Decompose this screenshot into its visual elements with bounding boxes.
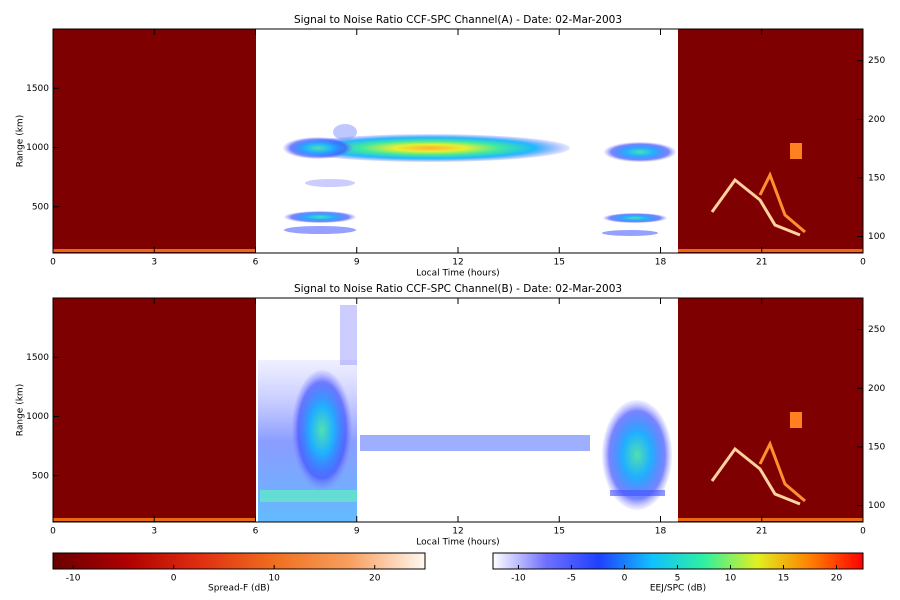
panel-a-image <box>53 29 863 253</box>
x-tick-label: 18 <box>655 258 667 268</box>
x-tick-label: 0 <box>50 258 56 268</box>
x-tick-label: 0 <box>50 527 56 537</box>
y2-tick-label: 150 <box>868 173 885 183</box>
x-tick-label: 0 <box>860 258 866 268</box>
y2-tick-label: 250 <box>868 325 885 335</box>
y-tick-label: 1000 <box>26 143 49 153</box>
colorbar-tick-label: 20 <box>369 574 381 584</box>
colorbar-tick-label: 5 <box>675 574 681 584</box>
x-tick-label: 6 <box>253 258 259 268</box>
x-tick-label: 21 <box>756 527 767 537</box>
y2-tick-label: 250 <box>868 56 885 66</box>
colorbar-tick-label: -5 <box>567 574 576 584</box>
colorbar-tick-label: 0 <box>171 574 177 584</box>
colorbar <box>492 552 864 570</box>
x-tick-label: 15 <box>554 527 565 537</box>
x-tick-label: 15 <box>554 258 565 268</box>
y-axis-label: Range (km) <box>16 115 26 167</box>
colorbar-tick-label: 20 <box>831 574 843 584</box>
y2-tick-label: 100 <box>868 501 885 511</box>
y2-tick-label: 150 <box>868 442 885 452</box>
panel-b-image <box>53 298 863 522</box>
x-tick-label: 0 <box>860 527 866 537</box>
x-tick-label: 6 <box>253 527 259 537</box>
y-tick-label: 1500 <box>26 84 49 94</box>
y-tick-label: 1500 <box>26 353 49 363</box>
y-tick-label: 500 <box>32 202 49 212</box>
chart-title: Signal to Noise Ratio CCF-SPC Channel(B)… <box>294 283 622 295</box>
x-tick-label: 9 <box>354 258 360 268</box>
y-axis-label: Range (km) <box>16 384 26 436</box>
y2-tick-label: 100 <box>868 232 885 242</box>
colorbar-tick-label: -10 <box>66 574 81 584</box>
x-tick-label: 12 <box>452 258 463 268</box>
x-tick-label: 9 <box>354 527 360 537</box>
x-tick-label: 18 <box>655 527 667 537</box>
x-axis-label: Local Time (hours) <box>416 538 499 548</box>
x-tick-label: 12 <box>452 527 463 537</box>
colorbar-tick-label: 10 <box>268 574 280 584</box>
x-axis-label: Local Time (hours) <box>416 269 499 279</box>
colorbar-tick-label: -10 <box>511 574 526 584</box>
x-tick-label: 3 <box>151 258 157 268</box>
y-tick-label: 1000 <box>26 412 49 422</box>
y-tick-label: 500 <box>32 471 49 481</box>
colorbar <box>52 552 426 570</box>
y2-tick-label: 200 <box>868 115 885 125</box>
colorbar-tick-label: 0 <box>622 574 628 584</box>
x-tick-label: 21 <box>756 258 767 268</box>
colorbar-label: Spread-F (dB) <box>208 584 270 594</box>
colorbar-tick-label: 10 <box>725 574 737 584</box>
colorbar-tick-label: 15 <box>778 574 789 584</box>
x-tick-label: 3 <box>151 527 157 537</box>
chart-title: Signal to Noise Ratio CCF-SPC Channel(A)… <box>294 14 622 26</box>
y2-tick-label: 200 <box>868 384 885 394</box>
colorbar-label: EEJ/SPC (dB) <box>650 584 706 594</box>
